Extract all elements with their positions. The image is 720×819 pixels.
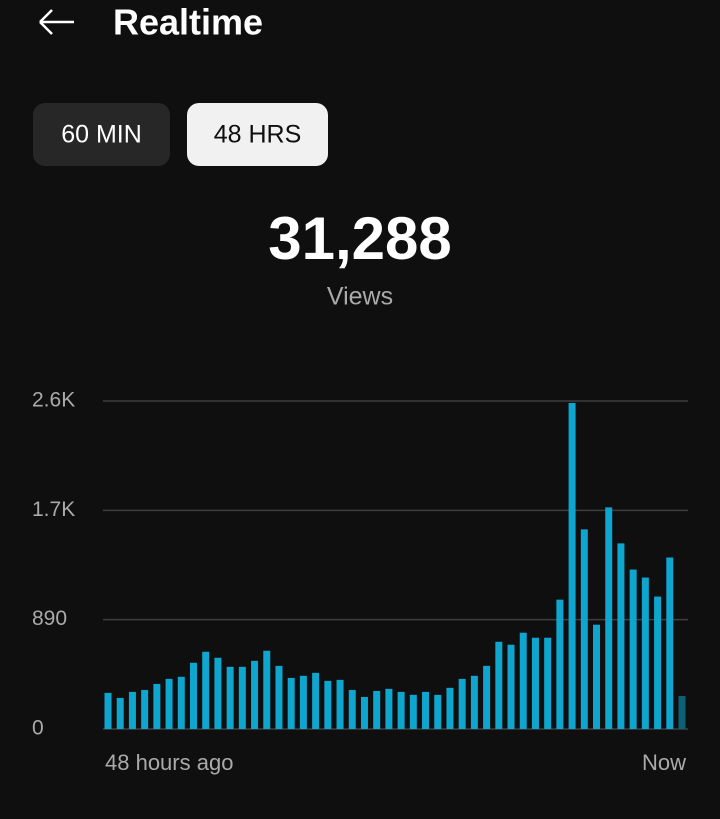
bar	[507, 644, 515, 729]
bar	[287, 677, 295, 729]
bar	[470, 675, 478, 729]
bar	[324, 680, 332, 729]
bar	[654, 596, 662, 729]
tab-60-min[interactable]	[33, 103, 170, 166]
page-title: Realtime	[113, 2, 263, 43]
bar	[312, 672, 320, 729]
bar	[531, 637, 539, 729]
tab-label[interactable]: 48 HRS	[214, 121, 302, 149]
bar	[544, 637, 552, 729]
bar	[275, 665, 283, 729]
bar	[678, 695, 686, 729]
views-total: 31,288	[268, 205, 452, 272]
bar	[556, 599, 564, 729]
bar	[580, 529, 588, 729]
bar	[189, 662, 197, 729]
bar	[226, 666, 234, 729]
bar	[641, 577, 649, 729]
bar	[104, 692, 112, 729]
bar	[458, 678, 466, 729]
bar	[263, 650, 271, 729]
x-axis-end-label: Now	[642, 750, 686, 775]
bar	[593, 624, 601, 729]
bar	[202, 651, 210, 729]
y-tick-label: 890	[32, 607, 67, 630]
bar	[153, 683, 161, 729]
tab-label[interactable]: 60 MIN	[61, 121, 142, 149]
bar	[666, 557, 674, 729]
bar	[373, 690, 381, 729]
bar	[495, 641, 503, 729]
bar	[251, 660, 259, 729]
bar	[483, 665, 491, 729]
bar	[141, 689, 149, 729]
bar	[519, 632, 527, 729]
bar	[238, 666, 246, 729]
y-tick-label: 0	[32, 717, 44, 740]
bar	[568, 402, 576, 729]
bar	[177, 676, 185, 729]
tab-48-hrs[interactable]	[187, 103, 328, 166]
bar	[348, 689, 356, 729]
bar	[214, 657, 222, 729]
bar	[617, 543, 625, 729]
bar	[629, 569, 637, 729]
bar	[422, 691, 430, 729]
bar	[446, 687, 454, 729]
bar	[360, 696, 368, 729]
bar	[116, 697, 124, 729]
bar	[165, 678, 173, 729]
bar	[605, 507, 613, 729]
bar	[128, 691, 136, 729]
views-label: Views	[327, 283, 393, 311]
x-axis-start-label: 48 hours ago	[105, 750, 233, 775]
bar	[336, 679, 344, 729]
y-tick-label: 1.7K	[32, 498, 75, 521]
bar	[299, 675, 307, 729]
bar	[385, 688, 393, 729]
bar	[409, 694, 417, 729]
back-arrow[interactable]	[39, 9, 74, 35]
y-tick-label: 2.6K	[32, 389, 75, 412]
bar	[397, 691, 405, 729]
bar	[434, 694, 442, 729]
